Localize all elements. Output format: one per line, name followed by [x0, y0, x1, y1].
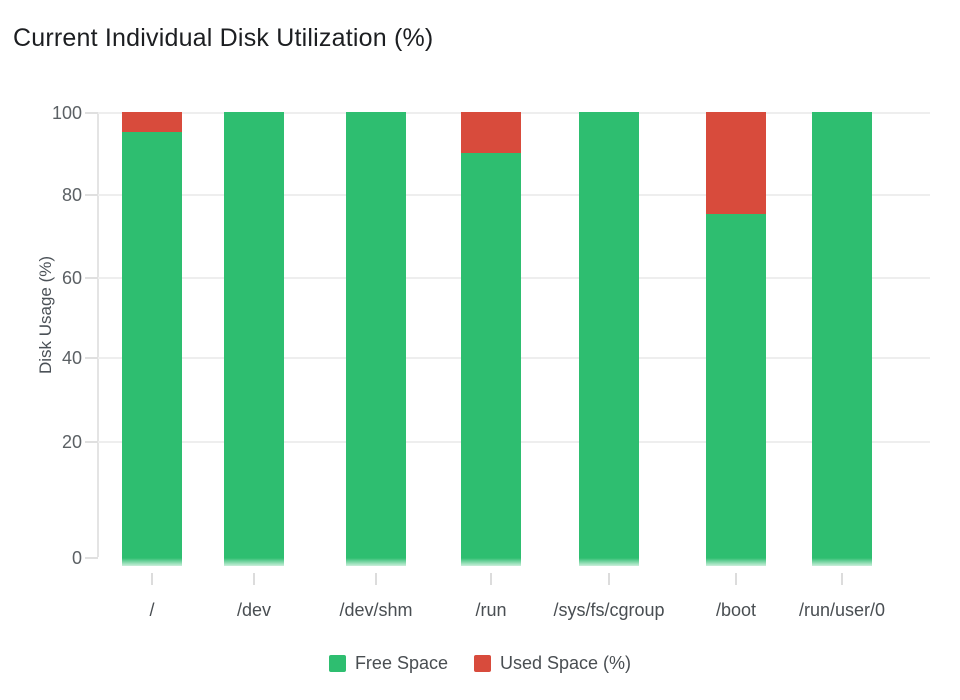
y-tick-label-40: 40: [61, 348, 82, 368]
bar-segment-free-/sys/fs/cgroup[interactable]: [579, 112, 639, 566]
legend: Free Space Used Space (%): [0, 653, 960, 674]
bar-/sys/fs/cgroup[interactable]: [579, 112, 639, 566]
chart-title: Current Individual Disk Utilization (%): [13, 24, 434, 52]
bar-/[interactable]: [122, 112, 182, 566]
x-axis-tick: [253, 573, 255, 585]
y-axis-tick: [85, 557, 98, 559]
y-axis-tick: [85, 194, 98, 196]
x-label-/: /: [149, 600, 155, 620]
x-label-/boot: /boot: [715, 600, 757, 620]
x-axis-tick: [608, 573, 610, 585]
legend-item-used-space[interactable]: Used Space (%): [474, 653, 631, 674]
y-tick-label-80: 80: [61, 185, 82, 205]
legend-label: Free Space: [354, 653, 448, 673]
y-tick-label-60: 60: [61, 268, 82, 288]
bar-/dev[interactable]: [224, 112, 284, 566]
plot-area: 100 80 60 40 20 0 / /dev/dev/shm/run/sys/fs/cgr…: [52, 103, 930, 620]
y-axis-tick: [85, 441, 98, 443]
bar-bottom-fade: [461, 558, 521, 566]
x-axis-tick: [151, 573, 153, 585]
bar-segment-free-/dev[interactable]: [224, 112, 284, 566]
x-label-/sys/fs/cgroup: /sys/fs/cgroup: [553, 600, 665, 620]
bar-/boot[interactable]: [706, 112, 766, 566]
x-axis-tick: [490, 573, 492, 585]
y-tick-label-0: 0: [71, 548, 82, 568]
y-axis-tick: [85, 277, 98, 279]
x-label-/dev: /dev: [236, 600, 272, 620]
x-axis-tick: [375, 573, 377, 585]
y-tick-label-20: 20: [61, 432, 82, 452]
bar-bottom-fade: [812, 558, 872, 566]
bar-segment-free-/run[interactable]: [461, 153, 521, 566]
bar-/dev/shm[interactable]: [346, 112, 406, 566]
x-label-/run/user/0: /run/user/0: [798, 600, 886, 620]
bar-segment-free-/dev/shm[interactable]: [346, 112, 406, 566]
x-label-/dev/shm: /dev/shm: [339, 600, 413, 620]
bar-bottom-fade: [579, 558, 639, 566]
x-label-/run: /run: [475, 600, 507, 620]
bar-bottom-fade: [224, 558, 284, 566]
y-axis-line: [97, 112, 99, 557]
bar-/run/user/0[interactable]: [812, 112, 872, 566]
bar-bottom-fade: [346, 558, 406, 566]
bar-segment-used-/run[interactable]: [461, 112, 521, 153]
y-axis-tick: [85, 112, 98, 114]
legend-swatch: [474, 655, 491, 672]
bar-bottom-fade: [122, 558, 182, 566]
legend-swatch: [328, 655, 346, 672]
y-axis-tick: [85, 357, 98, 359]
legend-item-free-space[interactable]: Free Space: [328, 653, 448, 674]
y-tick-label-100: 100: [51, 103, 82, 123]
bar-segment-free-/run/user/0[interactable]: [812, 112, 872, 566]
bar-bottom-fade: [706, 558, 766, 566]
x-axis-tick: [735, 573, 737, 585]
bar-/run[interactable]: [461, 112, 521, 566]
bar-segment-used-/boot[interactable]: [706, 112, 766, 214]
bar-segment-free-/[interactable]: [122, 132, 182, 566]
legend-label: Used Space (%): [500, 653, 632, 673]
bar-segment-free-/boot[interactable]: [706, 214, 766, 566]
bar-segment-used-/[interactable]: [122, 112, 182, 132]
x-axis-tick: [841, 573, 843, 585]
